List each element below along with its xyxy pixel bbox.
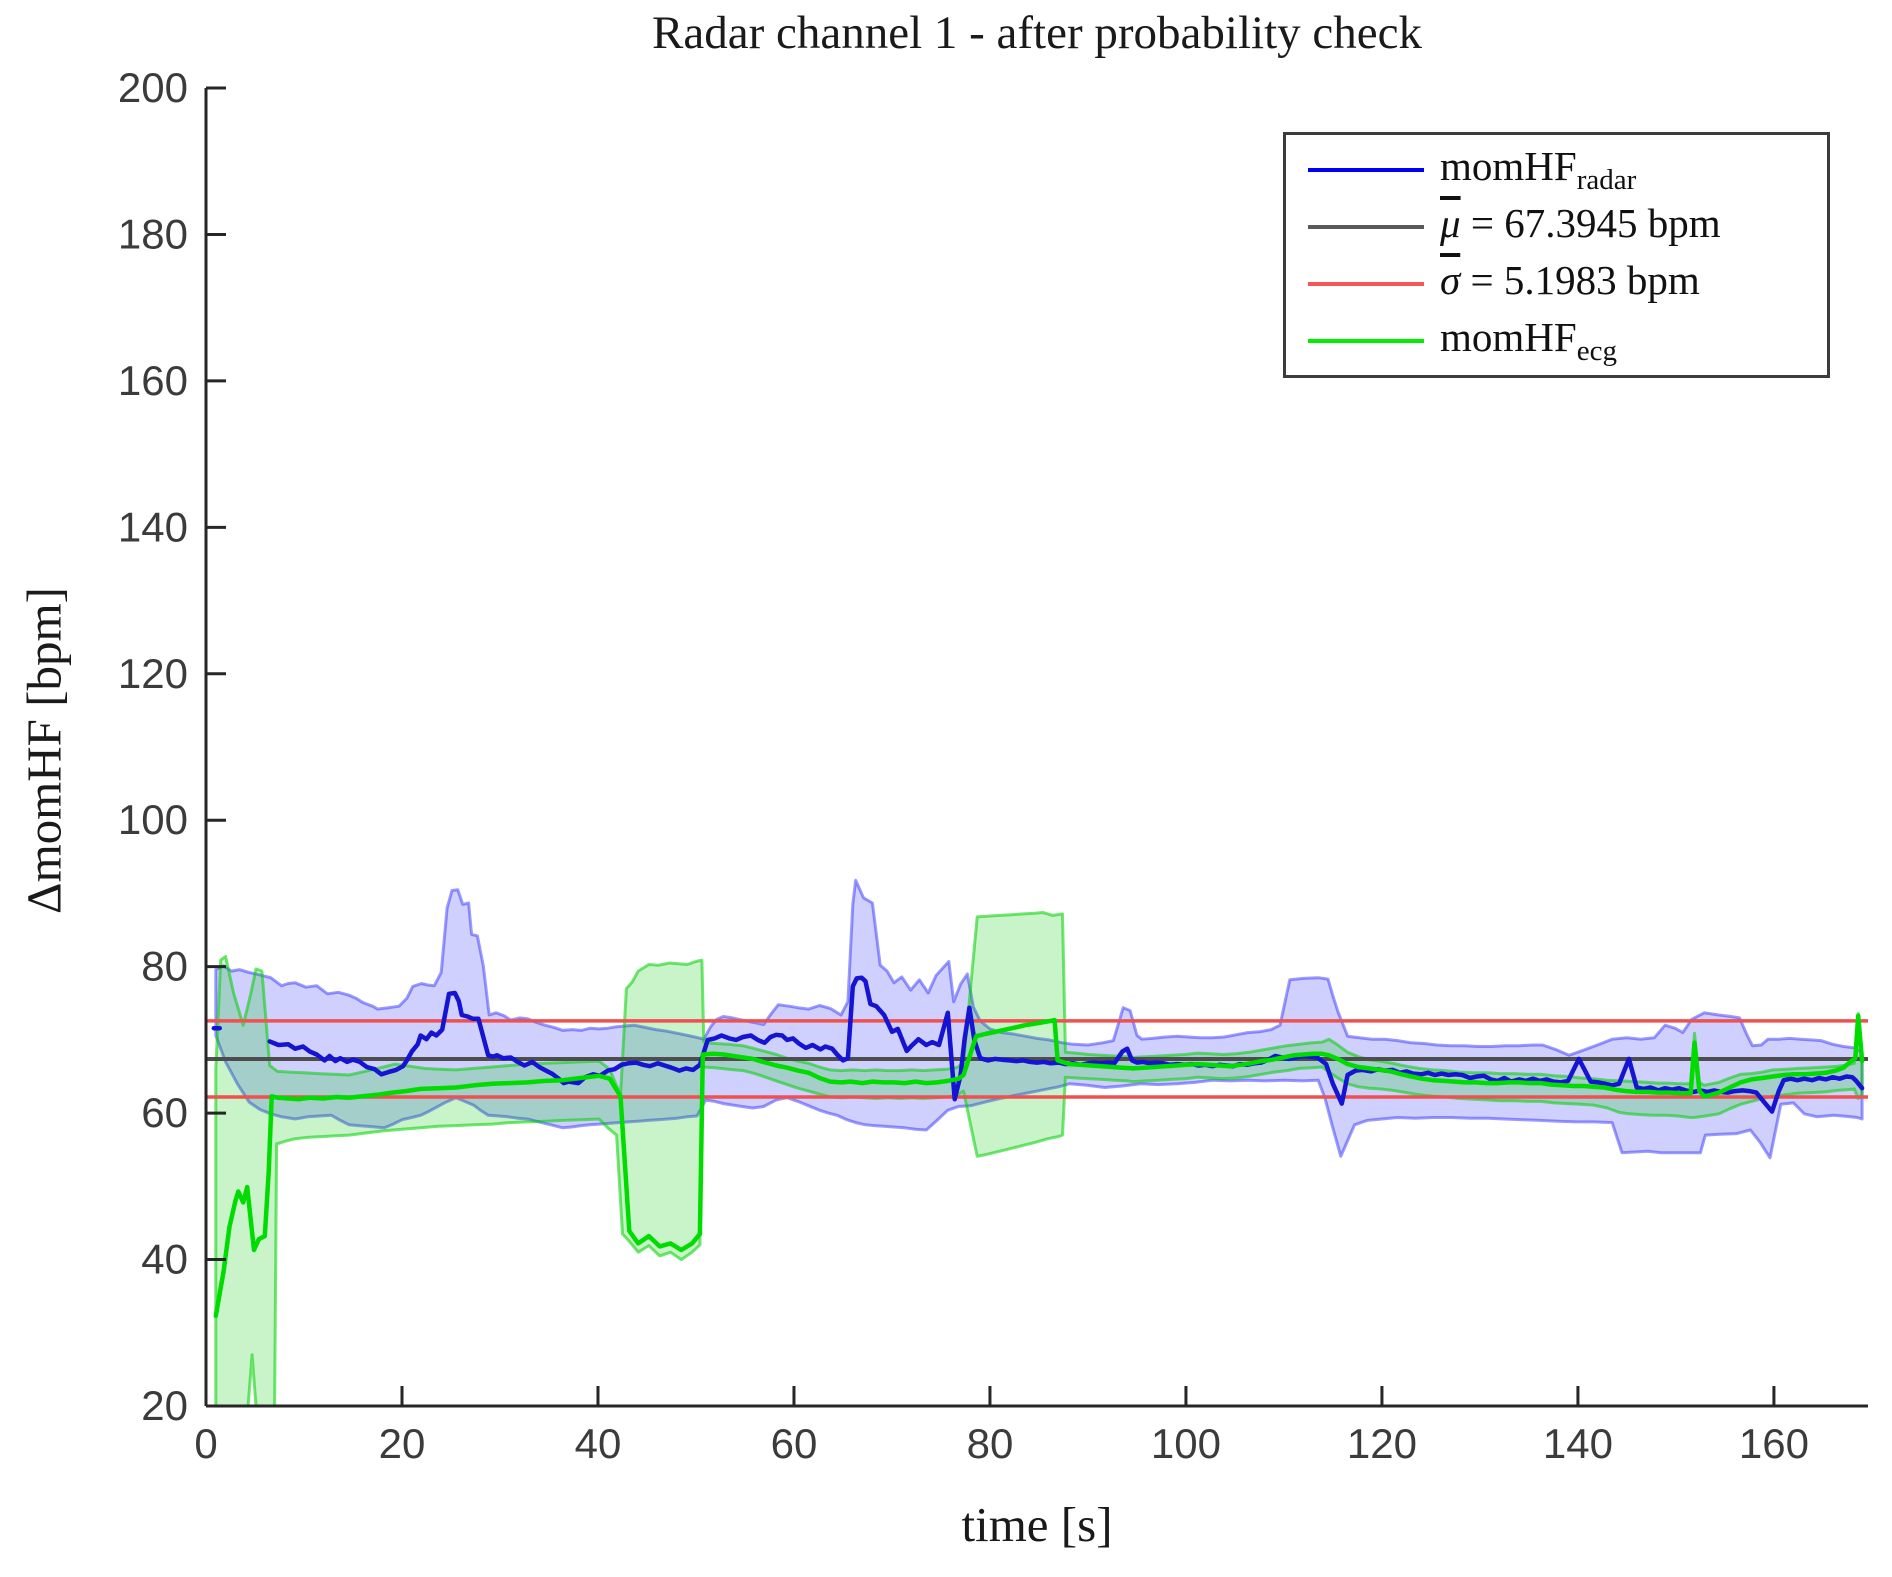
y-tick-label: 160 [118,357,188,404]
legend-main-text: momHF [1440,143,1577,189]
x-tick-label: 0 [194,1420,217,1467]
ecg-line-sample [1308,338,1424,343]
y-tick-label: 40 [141,1236,188,1283]
y-tick-label: 140 [118,503,188,550]
x-axis-label: time [s] [961,1497,1113,1552]
legend-label-radar: momHFradar [1440,142,1636,197]
y-tick-label: 200 [118,64,188,111]
y-tick-label: 100 [118,796,188,843]
legend-symbol: σ [1440,257,1461,303]
legend-subscript: radar [1576,164,1637,196]
legend-label-mu: μ = 67.3945 bpm [1440,199,1721,254]
radar-band [214,878,1864,1160]
legend-row-mu: μ = 67.3945 bpm [1286,199,1827,255]
legend-main-text: = 67.3945 bpm [1460,200,1721,246]
legend-main-text: = 5.1983 bpm [1460,257,1700,303]
legend-row-ecg: momHFecg [1286,313,1827,369]
legend-row-radar: momHFradar [1286,142,1827,198]
x-tick-label: 160 [1739,1420,1809,1467]
y-tick-label: 20 [141,1382,188,1429]
y-tick-label: 60 [141,1089,188,1136]
legend-main-text: momHF [1440,314,1577,360]
y-axis-label: ΔmomHF [bpm] [16,587,72,914]
x-tick-label: 100 [1151,1420,1221,1467]
x-tick-label: 80 [967,1420,1014,1467]
radar-line-sample [1308,167,1424,172]
legend-row-sigma: σ = 5.1983 bpm [1286,256,1827,312]
x-tick-label: 40 [575,1420,622,1467]
mu-line-sample [1308,224,1424,229]
legend-symbol: μ [1440,200,1461,246]
y-tick-label: 80 [141,943,188,990]
x-tick-label: 120 [1347,1420,1417,1467]
sigma-line-sample [1308,281,1424,286]
x-tick-label: 140 [1543,1420,1613,1467]
legend-subscript: ecg [1576,335,1617,367]
y-tick-label: 120 [118,650,188,697]
ecg-line [213,1013,1865,1319]
legend-label-sigma: σ = 5.1983 bpm [1440,256,1700,311]
legend: momHFradar μ = 67.3945 bpm σ = 5.1983 bp… [1283,132,1830,378]
x-tick-label: 60 [771,1420,818,1467]
y-tick-label: 180 [118,210,188,257]
x-tick-label: 20 [379,1420,426,1467]
legend-label-ecg: momHFecg [1440,313,1617,368]
chart-title: Radar channel 1 - after probability chec… [652,7,1422,59]
radar-line [267,975,1865,1114]
